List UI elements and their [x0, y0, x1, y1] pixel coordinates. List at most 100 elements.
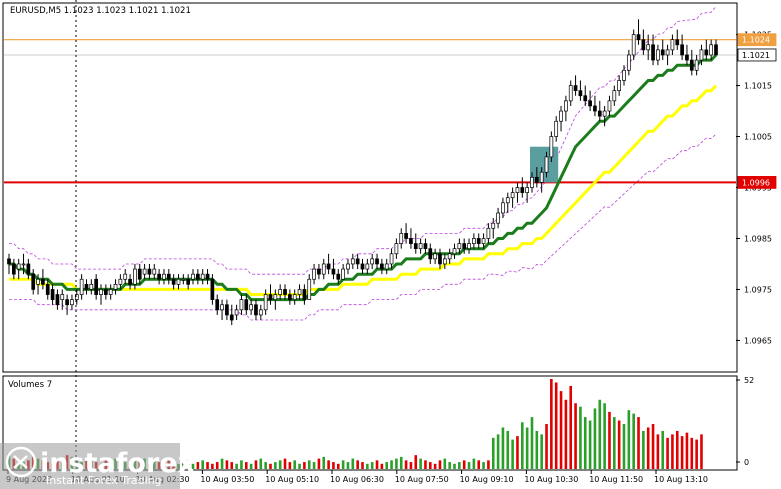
candle	[336, 269, 341, 285]
candle	[118, 274, 123, 290]
volume-bar	[278, 460, 282, 469]
candle-body	[394, 243, 399, 255]
time-tick-label: 10 Aug 05:10	[265, 475, 319, 484]
candle	[292, 289, 297, 305]
volume-bar	[491, 437, 495, 469]
candle	[554, 116, 559, 142]
candle-body	[665, 49, 670, 56]
candle-body	[389, 253, 394, 265]
volume-bar	[346, 462, 350, 469]
candle	[239, 294, 244, 315]
candle	[7, 253, 11, 275]
candle-body	[108, 289, 113, 295]
candle-body	[254, 304, 258, 316]
volume-bar	[525, 427, 529, 469]
candle-body	[94, 278, 99, 295]
volume-bar	[196, 462, 200, 469]
volume-bar	[336, 463, 340, 469]
candle-body	[157, 273, 161, 280]
candle	[171, 274, 176, 290]
signal-zone	[529, 146, 559, 183]
candle-body	[70, 299, 74, 306]
candle	[196, 269, 200, 285]
candle	[103, 284, 108, 300]
volume-bar	[613, 417, 616, 469]
candle	[55, 289, 60, 310]
candle	[438, 248, 442, 270]
candle-body	[626, 54, 631, 71]
candle	[200, 269, 205, 285]
slow-ma-line	[9, 84, 718, 296]
volume-bar	[617, 420, 621, 469]
candle	[89, 279, 94, 295]
candle	[389, 248, 394, 270]
candle	[573, 75, 578, 96]
candle	[593, 95, 597, 117]
candle-body	[215, 299, 220, 311]
instaforex-logo: instaforex Instant Forex Trading	[0, 443, 195, 489]
candle-body	[534, 176, 539, 183]
candle-body	[41, 278, 45, 285]
volume-bar	[680, 436, 684, 469]
candle	[462, 238, 467, 254]
candle-body	[578, 90, 583, 97]
volume-bar	[477, 460, 481, 469]
candle	[258, 304, 263, 321]
volume-bar	[482, 462, 485, 469]
candle-body	[84, 283, 89, 290]
volume-bar	[395, 458, 398, 469]
candle-body	[612, 90, 617, 102]
candle	[21, 253, 26, 275]
candle-body	[263, 294, 268, 311]
candle	[689, 49, 694, 76]
candle-body	[65, 299, 69, 306]
candle-body	[549, 136, 554, 158]
volume-bar	[550, 379, 553, 469]
candle	[365, 258, 370, 275]
candle	[45, 279, 50, 300]
candle-body	[447, 253, 452, 260]
candle	[452, 243, 457, 259]
candle	[651, 34, 655, 66]
candle-body	[554, 120, 559, 137]
volume-bar	[191, 463, 195, 469]
price-tick-label: 1.1015	[744, 82, 772, 91]
candle	[694, 54, 699, 76]
candle	[491, 218, 496, 239]
candle	[549, 131, 554, 163]
volume-bar	[274, 462, 277, 469]
candle	[564, 95, 568, 122]
candle	[133, 263, 137, 290]
candle	[283, 284, 287, 300]
volume-bar	[438, 460, 442, 469]
symbol-header: EURUSD,M5 1.1023 1.1023 1.1021 1.1021	[10, 6, 191, 16]
candle-body	[355, 258, 360, 265]
candle	[641, 29, 646, 55]
candle-body	[593, 105, 597, 112]
candle	[346, 258, 350, 275]
volume-bar	[588, 420, 592, 469]
candle-body	[452, 248, 457, 255]
volume-bar	[424, 460, 427, 469]
candle	[612, 85, 617, 106]
logo-mark-icon	[13, 455, 28, 469]
candle-body	[346, 263, 350, 270]
candle	[525, 182, 529, 203]
candle-body	[225, 304, 229, 316]
horizontal-levels	[4, 39, 736, 184]
volume-bar	[351, 458, 355, 469]
candle-body	[16, 263, 21, 270]
candle-body	[651, 44, 655, 61]
candle-body	[11, 263, 16, 275]
candle-body	[205, 273, 210, 280]
candle-body	[462, 243, 467, 250]
candle	[370, 253, 375, 270]
candle-body	[123, 273, 128, 280]
candle-body	[583, 95, 588, 102]
candle-body	[699, 49, 704, 61]
volume-bar	[458, 462, 461, 469]
volume-bar	[685, 432, 689, 469]
candle-body	[258, 309, 263, 316]
candle-body	[404, 233, 408, 239]
